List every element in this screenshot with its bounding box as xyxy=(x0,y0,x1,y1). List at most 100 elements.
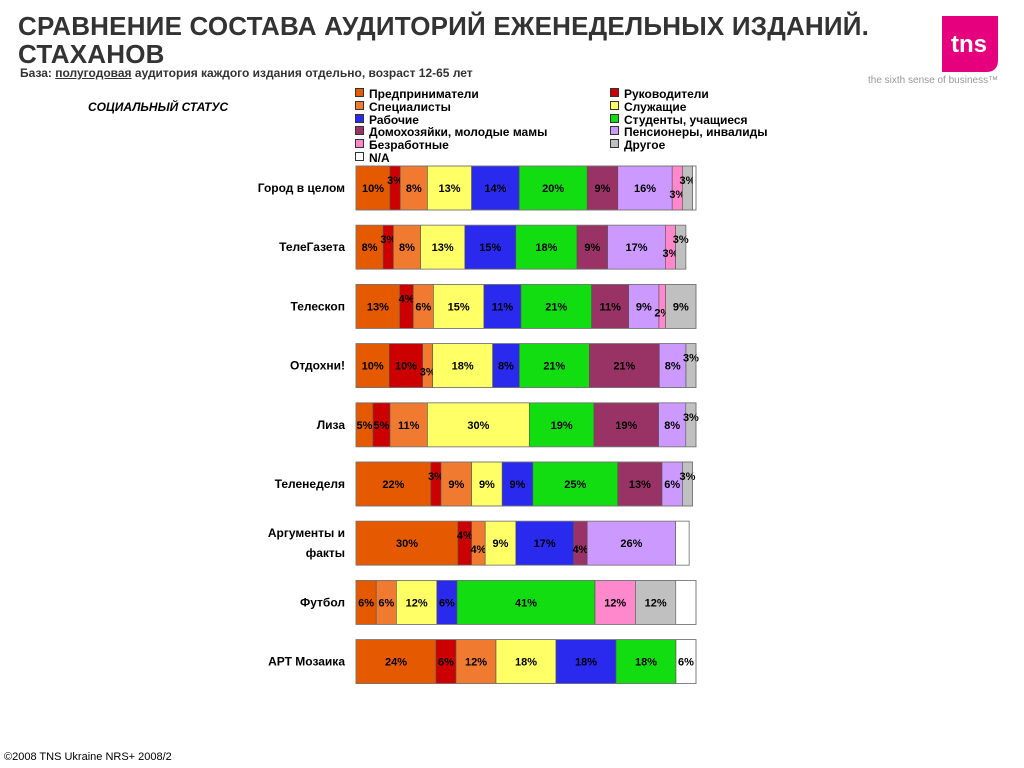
value-label: 6% xyxy=(678,657,694,669)
value-label: 4% xyxy=(470,544,486,556)
value-label: 9% xyxy=(636,301,652,313)
value-label: 8% xyxy=(399,242,415,254)
bar-segment xyxy=(355,639,437,684)
bar-outline xyxy=(355,580,697,625)
page-title: СРАВНЕНИЕ СОСТАВА АУДИТОРИЙ ЕЖЕНЕДЕЛЬНЫХ… xyxy=(18,11,870,69)
legend-label: Рабочие xyxy=(369,112,419,127)
value-label: 3% xyxy=(673,234,689,246)
value-label: 8% xyxy=(665,361,681,373)
value-label: 9% xyxy=(493,538,509,550)
value-label: 19% xyxy=(615,420,637,432)
bar-segment xyxy=(432,343,493,388)
bar-row: Футбол 6% 6% 12% 6% 41% 12% 12% xyxy=(300,580,697,625)
bar-segment xyxy=(389,165,401,211)
bar-segment xyxy=(399,284,414,329)
legend-swatch xyxy=(610,88,619,97)
value-label: 13% xyxy=(438,183,460,195)
bar-outline xyxy=(355,461,694,507)
bar-segment xyxy=(591,284,629,329)
legend-item: Специалисты xyxy=(355,100,451,114)
legend-label: Руководители xyxy=(624,87,709,101)
legend-label: Домохозяйки, молодые мамы xyxy=(369,125,548,140)
value-label: 3% xyxy=(428,471,444,483)
legend-item: Предприниматели xyxy=(355,88,479,101)
category-label: Лиза xyxy=(317,418,346,432)
value-label: 9% xyxy=(595,183,611,195)
legend-item: Безработные xyxy=(355,139,449,152)
bar-row: Отдохни! 10% 10% 3% 18% 8% 21% 21% 8%3% xyxy=(290,343,699,389)
value-label: 10% xyxy=(395,361,417,373)
value-label: 11% xyxy=(492,301,514,313)
category-label: факты xyxy=(306,546,345,560)
value-label: 12% xyxy=(645,597,667,609)
value-label: 9% xyxy=(479,479,495,491)
value-label: 6% xyxy=(438,657,454,669)
logo-tagline: the sixth sense of business™ xyxy=(868,75,999,86)
bar-outline xyxy=(355,402,697,448)
legend-label: Служащие xyxy=(624,99,687,114)
value-label: 30% xyxy=(396,538,418,550)
legend-label: Безработные xyxy=(369,138,449,153)
category-label: АРТ Мозаика xyxy=(268,655,345,669)
value-label: 19% xyxy=(551,420,573,432)
value-label: 15% xyxy=(448,301,470,313)
value-label: 3% xyxy=(683,353,699,365)
value-label: 21% xyxy=(545,301,567,313)
legend-swatch xyxy=(355,152,364,161)
legend-item: Другое xyxy=(610,139,665,152)
bar-segment xyxy=(576,224,608,270)
value-label: 5% xyxy=(357,420,373,432)
legend-swatch xyxy=(355,139,364,149)
value-label: 9% xyxy=(448,479,464,491)
legend-swatch xyxy=(610,126,619,136)
bar-segment xyxy=(515,224,578,270)
value-label: 6% xyxy=(358,597,374,609)
bar-outline xyxy=(355,224,687,270)
bar-segment xyxy=(675,580,697,625)
chart-legend: Предприниматели Руководители Специалисты Сл… xyxy=(355,87,815,165)
value-label: 11% xyxy=(599,301,621,313)
bar-segment xyxy=(675,520,690,566)
base-rest: аудитория каждого издания отдельно, возр… xyxy=(134,66,473,80)
value-label: 10% xyxy=(362,361,384,373)
value-label: 26% xyxy=(620,538,642,550)
value-label: 15% xyxy=(479,242,501,254)
bar-segment xyxy=(396,580,438,625)
value-label: 6% xyxy=(439,597,455,609)
bar-segment xyxy=(658,402,687,448)
value-label: 11% xyxy=(398,420,420,432)
value-label: 4% xyxy=(457,530,473,542)
value-label: 8% xyxy=(406,183,422,195)
bar-segment xyxy=(355,165,391,211)
base-label: База: xyxy=(20,66,52,80)
logo-text: tns xyxy=(951,31,987,58)
legend-swatch xyxy=(610,139,619,149)
bar-segment xyxy=(586,165,619,211)
base-underlined: полугодовая xyxy=(55,66,132,80)
bar-segment xyxy=(682,165,693,211)
bar-segment xyxy=(617,461,663,507)
bar-segment xyxy=(427,402,530,448)
value-label: 10% xyxy=(362,183,384,195)
bar-segment xyxy=(675,224,687,270)
value-label: 16% xyxy=(634,183,656,195)
bar-segment xyxy=(617,165,673,211)
bar-row: Телескоп 13%4%6% 15% 11% 21% 11% 9% 2% 9% xyxy=(291,283,697,329)
bar-outline xyxy=(355,343,697,389)
bar-segment xyxy=(501,461,534,507)
tns-logo: tns xyxy=(942,16,998,72)
value-label: 12% xyxy=(465,657,487,669)
bar-row: АРТ Мозаика 24% 6% 12% 18% 18% 18% 6% xyxy=(268,639,697,684)
legend-item: Пенсионеры, инвалиды xyxy=(610,126,767,139)
value-label: 24% xyxy=(385,657,407,669)
base-note: База: полугодовая аудитория каждого изда… xyxy=(20,66,473,80)
value-label: 17% xyxy=(625,242,647,254)
bar-segment xyxy=(635,580,677,625)
bar-segment xyxy=(355,343,390,388)
value-label: 6% xyxy=(378,597,394,609)
value-label: 17% xyxy=(534,538,556,550)
value-label: 25% xyxy=(564,479,586,491)
value-label: 6% xyxy=(415,301,431,313)
bar-segment xyxy=(430,461,442,507)
